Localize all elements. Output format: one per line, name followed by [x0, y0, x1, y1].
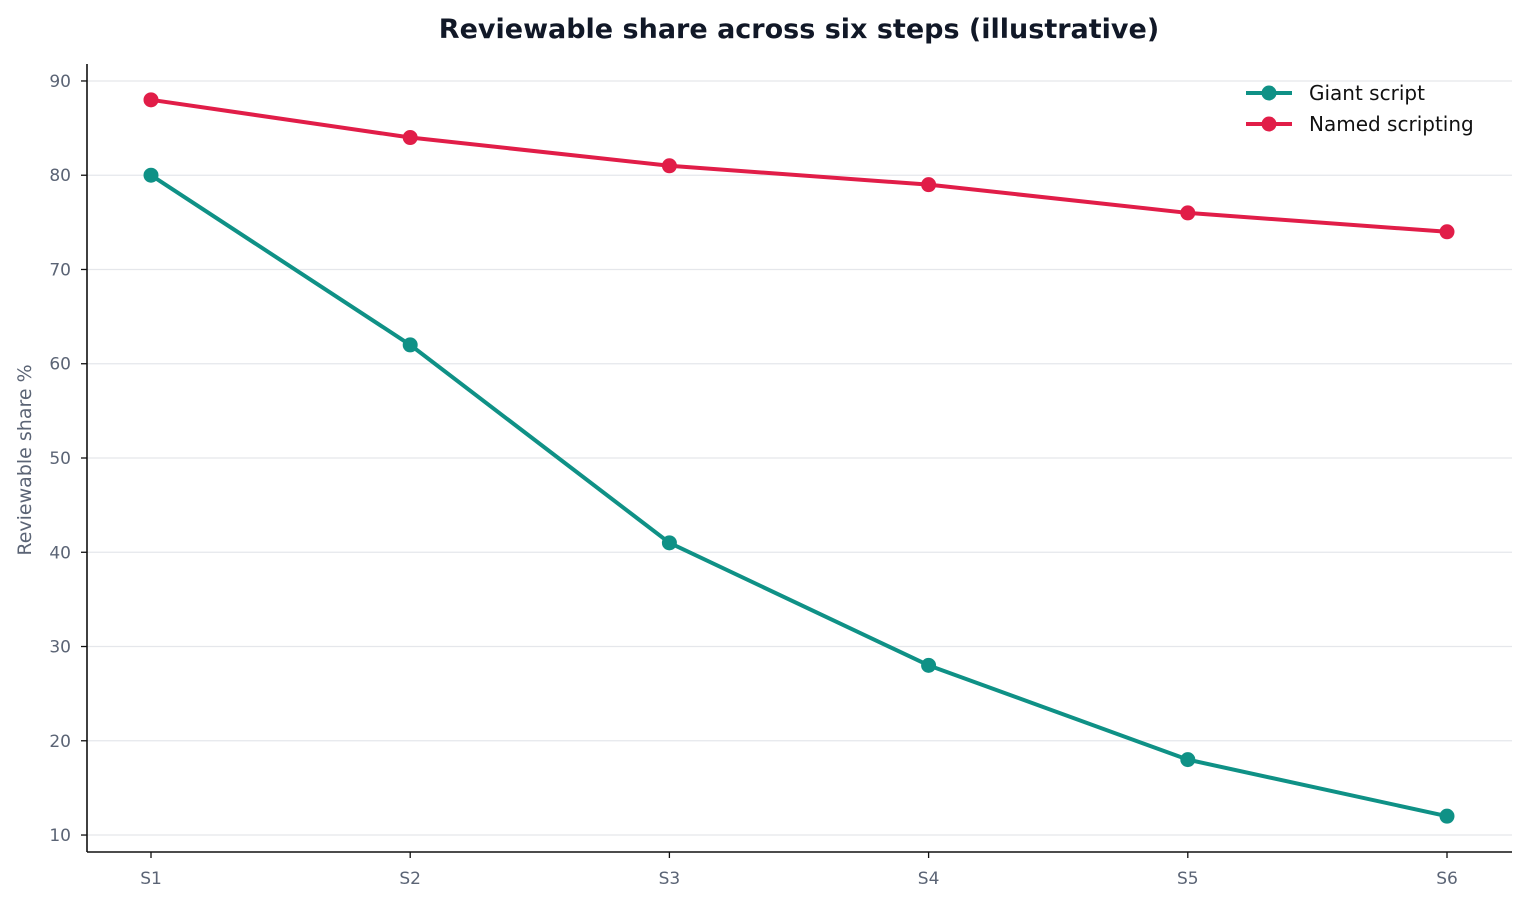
series	[143, 92, 1455, 824]
x-ticks: S1 S2 S3 S4 S5 S6	[140, 852, 1458, 889]
data-point	[1180, 752, 1196, 768]
data-point	[661, 535, 677, 551]
y-tick-label: 10	[49, 826, 71, 846]
legend-item: Giant script	[1246, 81, 1425, 105]
y-tick-label: 60	[49, 355, 71, 375]
x-tick-label: S5	[1177, 869, 1199, 889]
x-tick-label: S1	[140, 869, 162, 889]
y-axis-label: Reviewable share %	[14, 364, 36, 555]
data-point	[1180, 205, 1196, 221]
legend: Giant script Named scripting	[1246, 81, 1474, 136]
data-point	[661, 158, 677, 174]
x-tick-label: S2	[399, 869, 421, 889]
data-point	[402, 337, 418, 353]
data-point	[921, 657, 937, 673]
y-tick-label: 90	[49, 72, 71, 92]
y-tick-label: 70	[49, 260, 71, 280]
data-point	[1439, 224, 1455, 240]
x-tick-label: S3	[659, 869, 681, 889]
series-line	[149, 97, 1449, 234]
legend-swatch-marker	[1261, 116, 1277, 132]
chart-title: Reviewable share across six steps (illus…	[439, 14, 1159, 45]
x-tick-label: S4	[918, 869, 940, 889]
series-named-scripting	[143, 92, 1455, 240]
legend-swatch-marker	[1261, 85, 1277, 101]
series-line	[149, 173, 1449, 819]
data-point	[402, 130, 418, 146]
data-point	[143, 92, 159, 108]
y-tick-label: 40	[49, 543, 71, 563]
y-tick-label: 80	[49, 166, 71, 186]
data-point	[143, 167, 159, 183]
data-point	[1439, 808, 1455, 824]
legend-label: Giant script	[1309, 81, 1425, 105]
legend-item: Named scripting	[1246, 112, 1474, 136]
y-tick-label: 30	[49, 638, 71, 658]
y-tick-label: 50	[49, 449, 71, 469]
series-giant-script	[143, 167, 1455, 824]
x-tick-label: S6	[1436, 869, 1458, 889]
gridlines	[87, 80, 1512, 836]
data-point	[921, 177, 937, 193]
y-ticks: 10 20 30 40 50 60 70 80 90	[49, 72, 87, 846]
legend-label: Named scripting	[1309, 112, 1474, 136]
y-tick-label: 20	[49, 732, 71, 752]
